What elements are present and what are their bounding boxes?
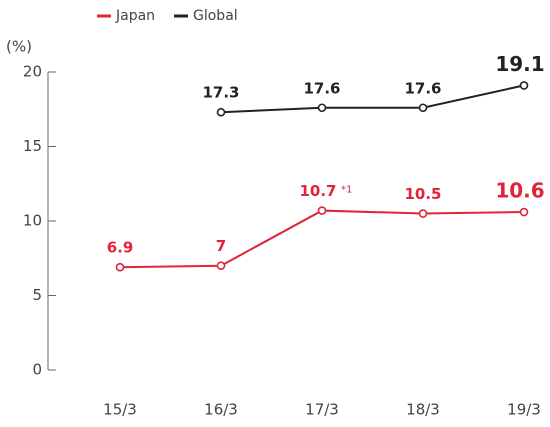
data-point — [418, 103, 428, 113]
data-label: 17.3 — [202, 84, 239, 102]
data-label: 19.1 — [495, 52, 544, 76]
x-tick-label: 19/3 — [507, 401, 541, 419]
data-point — [519, 207, 529, 217]
y-tick-label: 0 — [32, 361, 42, 379]
data-label: 7 — [216, 237, 226, 255]
y-tick-label: 15 — [23, 137, 42, 155]
data-label: 10.6 — [495, 179, 544, 203]
data-point — [216, 107, 226, 117]
data-label: 17.6 — [303, 79, 340, 97]
data-label: 10.7 — [299, 182, 336, 200]
x-tick-label: 18/3 — [406, 401, 440, 419]
series-line — [119, 209, 525, 269]
y-tick-label: 20 — [23, 63, 42, 81]
legend-label: Global — [193, 8, 238, 24]
legend-label: Japan — [115, 8, 155, 24]
x-tick-label: 16/3 — [204, 401, 238, 419]
data-point — [317, 103, 327, 113]
x-tick-label: 17/3 — [305, 401, 339, 419]
data-point — [115, 262, 125, 272]
y-axis-label: (%) — [6, 38, 32, 56]
data-label: 6.9 — [107, 239, 134, 257]
data-label: 17.6 — [404, 79, 441, 97]
x-tick-label: 15/3 — [103, 401, 137, 419]
data-point — [519, 81, 529, 90]
y-tick-label: 10 — [23, 212, 42, 230]
data-point — [418, 209, 428, 218]
series-line — [220, 84, 525, 114]
data-point — [216, 261, 226, 271]
data-label: 10.5 — [404, 185, 441, 203]
data-point — [317, 206, 327, 215]
y-tick-label: 5 — [32, 286, 42, 304]
annotation: *1 — [341, 185, 352, 196]
